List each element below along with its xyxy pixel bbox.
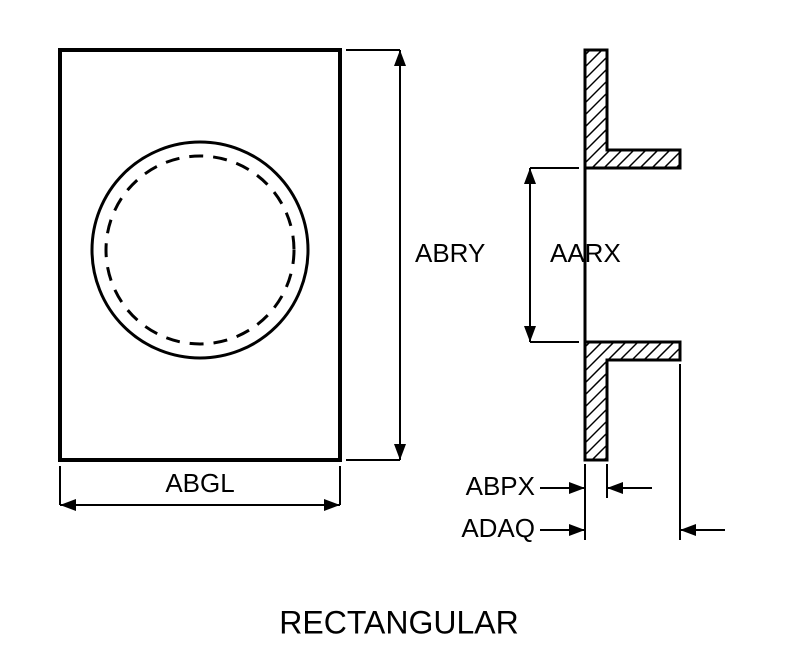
front-rect: [60, 50, 340, 460]
bore-outer: [92, 142, 308, 358]
dim-adaq: ADAQ: [461, 513, 535, 543]
dim-abpx: ABPX: [466, 471, 535, 501]
dim-abgl: ABGL: [165, 468, 234, 498]
dim-aarx: AARX: [550, 238, 621, 268]
bore-hidden: [106, 156, 294, 344]
dim-abry: ABRY: [415, 238, 485, 268]
title: RECTANGULAR: [279, 604, 518, 640]
